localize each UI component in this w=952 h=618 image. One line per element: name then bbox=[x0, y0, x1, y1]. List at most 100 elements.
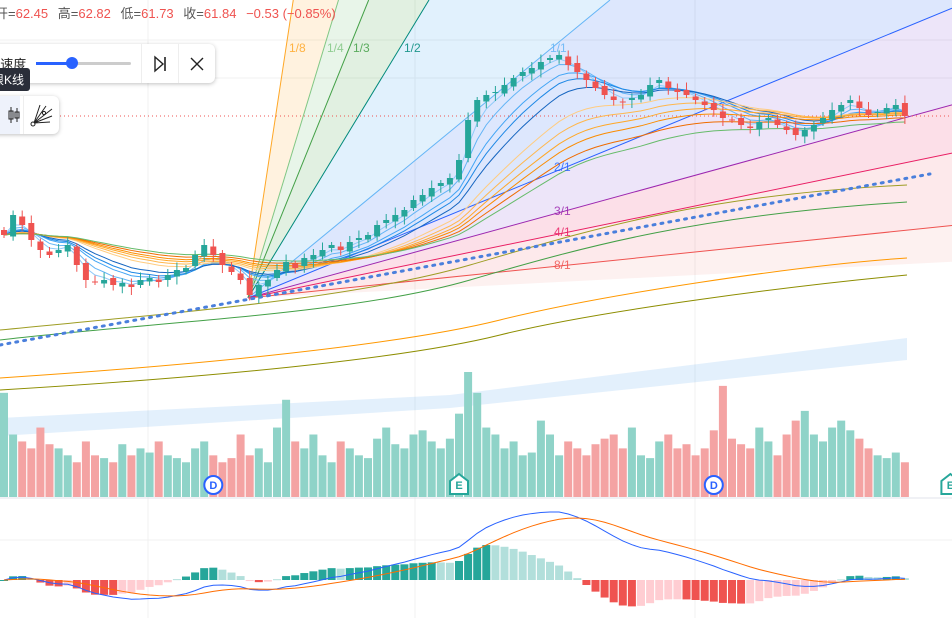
candle-body bbox=[820, 118, 826, 123]
candle-body bbox=[892, 105, 899, 110]
volume-bar bbox=[509, 441, 518, 497]
candle bbox=[446, 173, 453, 193]
volume-bar bbox=[864, 448, 873, 497]
macd-histogram-bar bbox=[664, 580, 673, 600]
candle bbox=[674, 83, 681, 100]
candle-body bbox=[392, 215, 399, 222]
candle bbox=[37, 238, 44, 258]
candle-body bbox=[747, 126, 754, 128]
gann-label: 3/1 bbox=[554, 203, 571, 218]
step-forward-button[interactable] bbox=[140, 44, 178, 83]
candlestick-icon bbox=[8, 107, 20, 123]
candle-body bbox=[183, 268, 189, 272]
candle bbox=[474, 97, 481, 127]
candle bbox=[219, 250, 226, 273]
volume-bar bbox=[218, 462, 227, 497]
candle bbox=[228, 262, 235, 275]
macd-histogram-bar bbox=[500, 546, 509, 580]
candle bbox=[719, 104, 726, 126]
candle-body bbox=[483, 95, 490, 102]
event-label: E bbox=[455, 480, 462, 492]
candle bbox=[874, 109, 881, 118]
macd-histogram-bar bbox=[0, 580, 8, 581]
candle bbox=[901, 95, 908, 124]
candle bbox=[883, 103, 890, 119]
volume-bar bbox=[819, 441, 827, 497]
volume-bar bbox=[500, 448, 509, 497]
open-value: 62.45 bbox=[15, 6, 49, 21]
candle-body bbox=[310, 255, 317, 260]
candle-body bbox=[901, 103, 908, 116]
candle-body bbox=[419, 195, 426, 202]
gann-fan-line-8-1 bbox=[247, 225, 952, 299]
macd-histogram-bar bbox=[318, 569, 327, 580]
event-marker-E: E bbox=[449, 472, 469, 495]
candle-body bbox=[756, 122, 763, 130]
candle-body bbox=[647, 85, 654, 97]
candle-body bbox=[1, 230, 7, 235]
candle-body bbox=[528, 68, 535, 74]
candle bbox=[592, 77, 599, 91]
gann-label: 1/4 bbox=[327, 41, 344, 55]
macd-histogram-bar bbox=[154, 580, 163, 586]
volume-bar bbox=[664, 434, 673, 497]
step-forward-icon bbox=[153, 54, 166, 73]
volume-bar bbox=[555, 455, 564, 497]
candle-body bbox=[492, 92, 499, 93]
gann-label: 1/2 bbox=[404, 41, 421, 55]
candle bbox=[801, 127, 808, 144]
candle-body bbox=[874, 112, 881, 113]
dividend-icon bbox=[703, 475, 724, 495]
candle-body bbox=[656, 80, 663, 83]
candle-body bbox=[847, 100, 854, 103]
candle bbox=[820, 112, 826, 126]
candle-body bbox=[501, 85, 508, 94]
candle bbox=[510, 75, 517, 91]
candle-body bbox=[719, 111, 726, 118]
candle bbox=[610, 89, 617, 106]
volume-bar bbox=[536, 420, 545, 497]
macd-histogram-bar bbox=[218, 569, 227, 580]
volume-bar bbox=[354, 455, 363, 497]
macd-histogram-bar bbox=[209, 567, 218, 580]
candle-body bbox=[19, 216, 26, 225]
candle-body bbox=[64, 245, 71, 252]
candle bbox=[46, 247, 53, 258]
candle-body bbox=[264, 280, 271, 287]
volume-bar bbox=[118, 444, 127, 497]
speed-slider[interactable] bbox=[35, 57, 132, 69]
candle bbox=[28, 215, 35, 247]
gann-label: 4/1 bbox=[554, 225, 571, 240]
candle-body bbox=[801, 130, 808, 137]
candle bbox=[73, 243, 80, 272]
candle-body bbox=[410, 200, 417, 208]
gann-fan-tool-button[interactable] bbox=[27, 96, 57, 134]
signal-line bbox=[3, 517, 905, 597]
candle-body bbox=[829, 110, 836, 120]
event-marker-D: D bbox=[703, 475, 724, 495]
macd-histogram-bar bbox=[282, 576, 291, 580]
candle bbox=[310, 249, 317, 268]
candles-tool-button[interactable] bbox=[0, 96, 20, 134]
close-replay-button[interactable] bbox=[177, 44, 215, 83]
macd-histogram-bar bbox=[746, 580, 755, 604]
candle-body bbox=[365, 235, 371, 240]
candle bbox=[556, 50, 563, 64]
candle bbox=[783, 120, 790, 135]
volume-bar bbox=[655, 441, 664, 497]
gann-label: 1/8 bbox=[289, 41, 306, 55]
candle bbox=[810, 120, 817, 140]
candle-body bbox=[738, 118, 745, 125]
macd-histogram-bar bbox=[245, 580, 254, 582]
gann-fan-line-1-4 bbox=[247, 0, 339, 299]
macd-histogram-bar bbox=[91, 580, 99, 595]
candle-body bbox=[37, 241, 44, 250]
macd-histogram-bar bbox=[373, 566, 382, 580]
volume-bar bbox=[81, 441, 90, 497]
macd-histogram-bar bbox=[418, 562, 427, 580]
candle-body bbox=[292, 263, 299, 268]
macd-histogram-bar bbox=[291, 575, 300, 580]
candle-body bbox=[219, 253, 226, 265]
highlight-band bbox=[0, 338, 907, 436]
